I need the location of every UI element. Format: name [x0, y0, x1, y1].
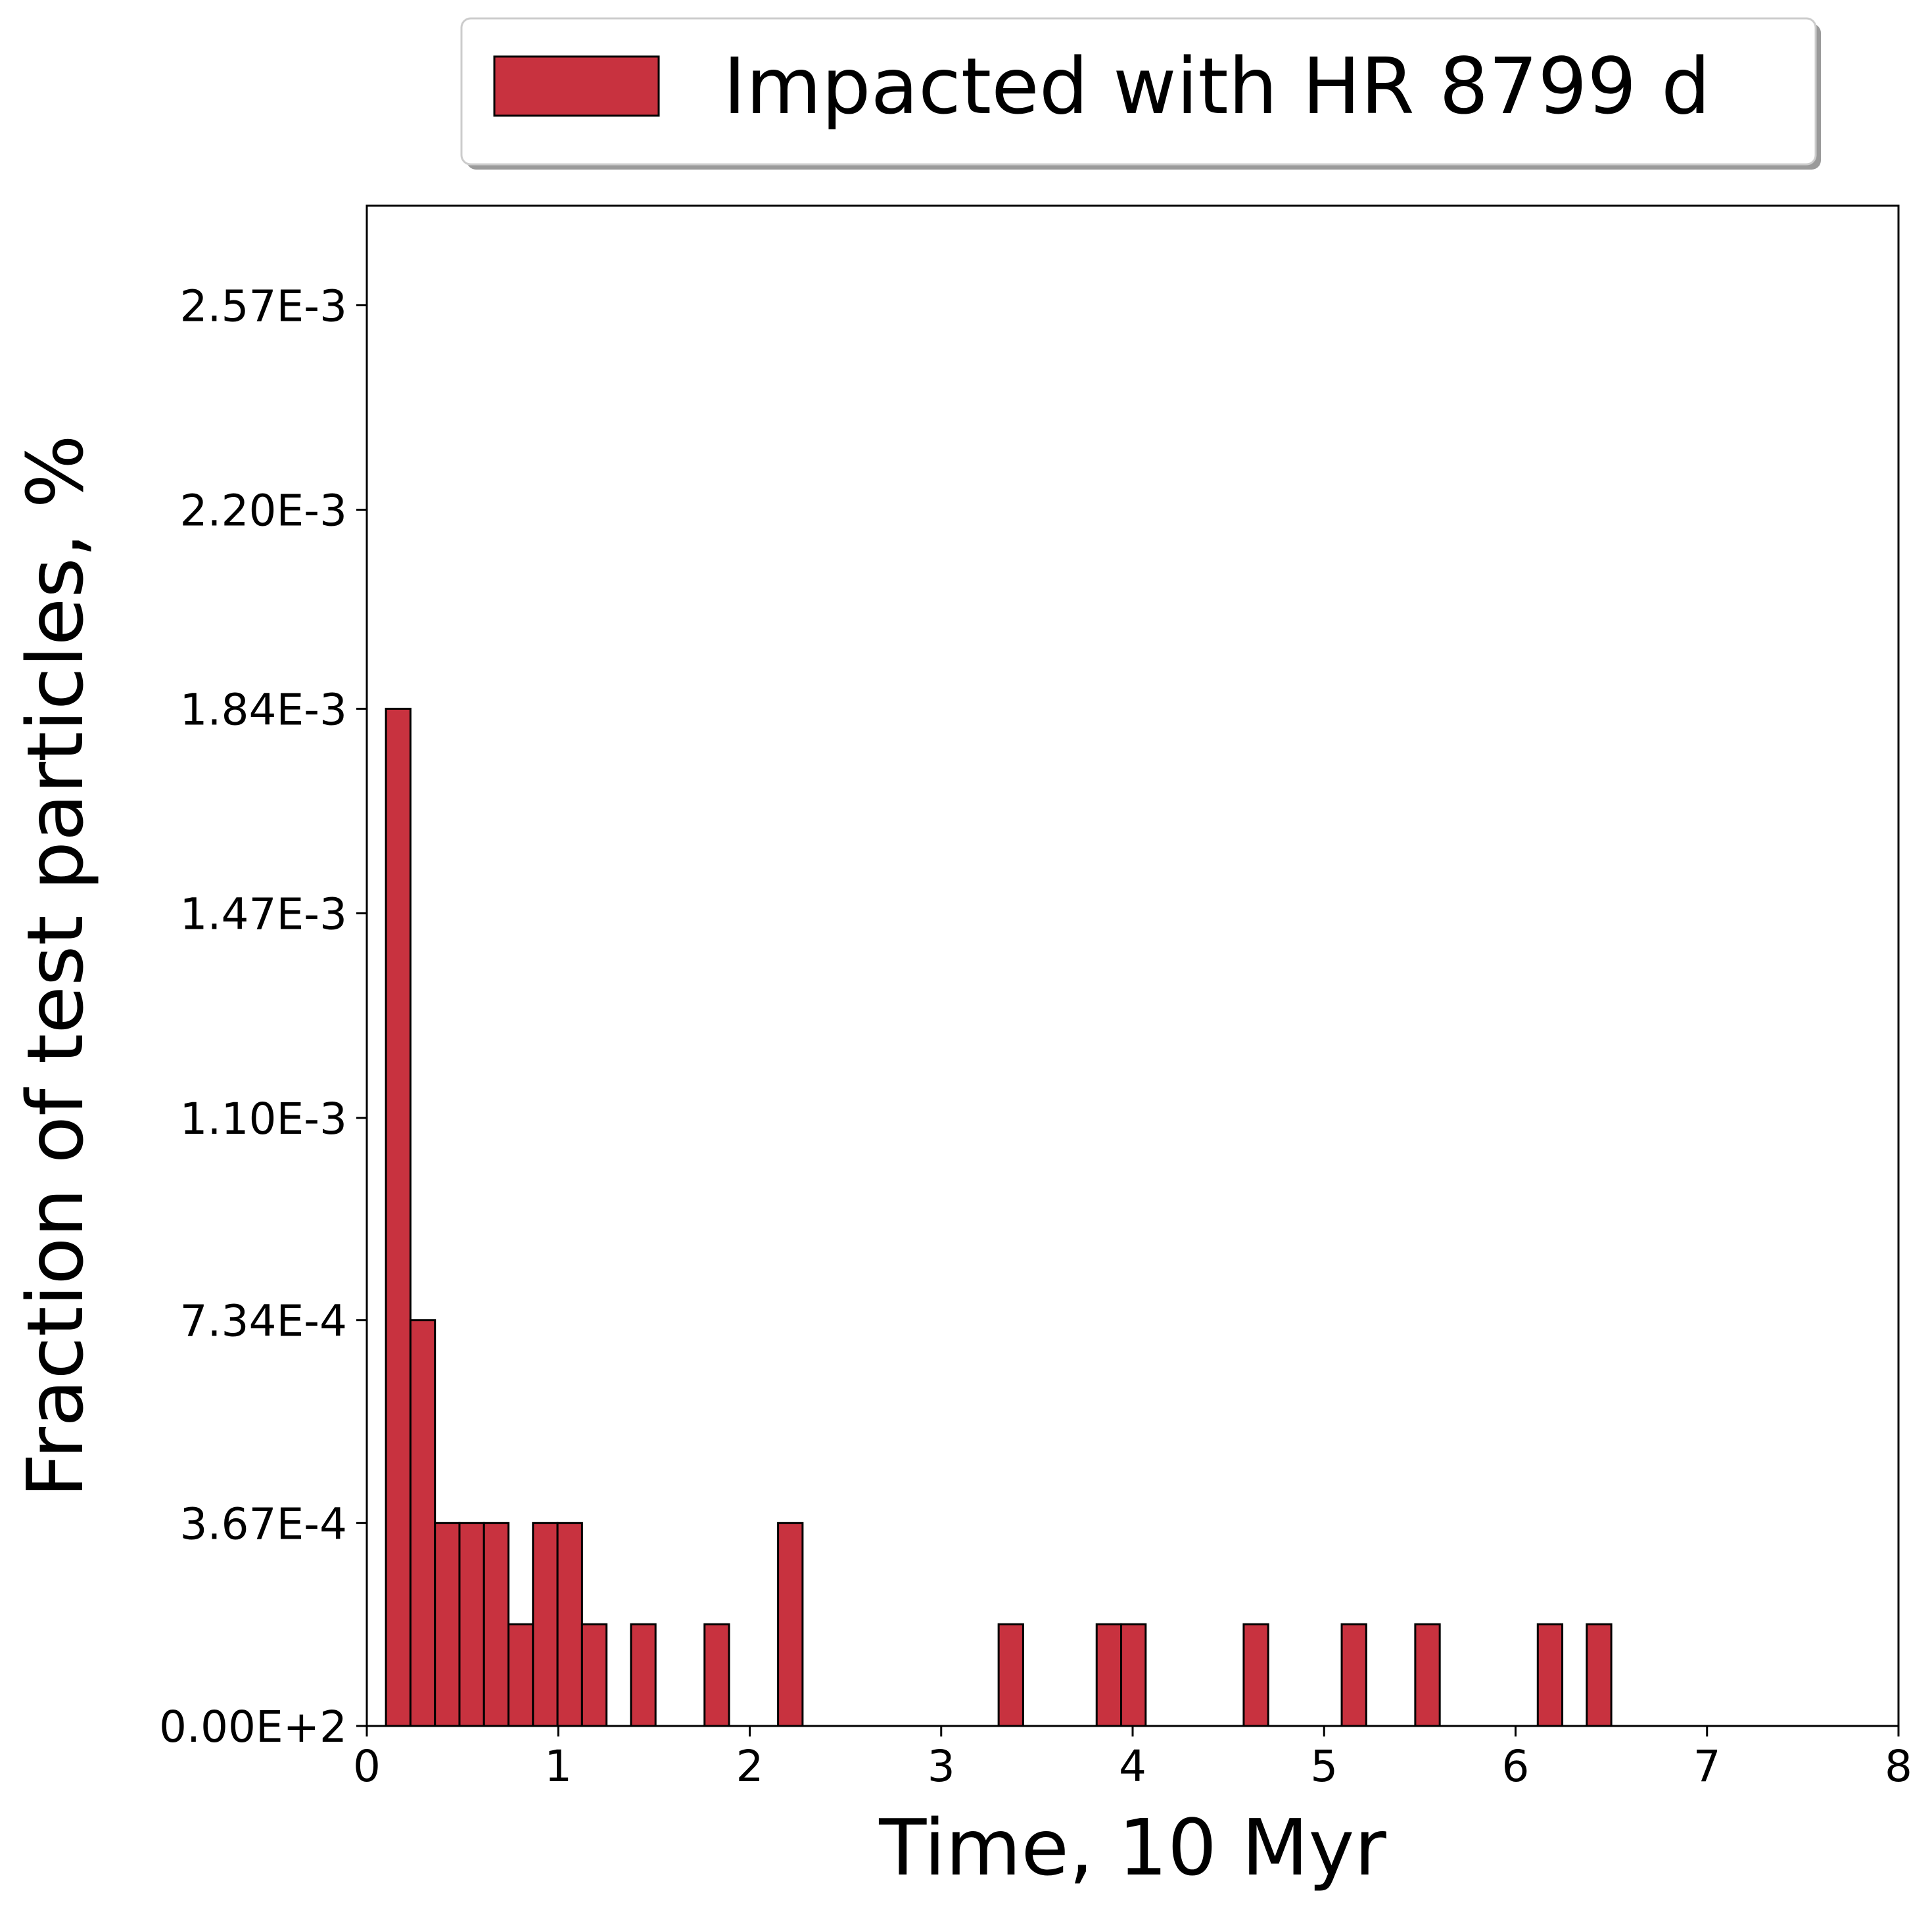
y-tick-label: 1.47E-3	[180, 889, 347, 940]
y-tick-label: 1.84E-3	[180, 684, 347, 735]
x-tick-label: 2	[736, 1741, 764, 1792]
y-tick-label: 2.20E-3	[180, 486, 347, 536]
y-axis-title: Fraction of test particles, %	[10, 434, 101, 1498]
histogram-bar	[1095, 1623, 1123, 1727]
x-tick-label: 5	[1310, 1741, 1338, 1792]
histogram-bar	[777, 1522, 804, 1727]
histogram-bar	[458, 1522, 485, 1727]
y-tick-label: 3.67E-4	[180, 1499, 347, 1549]
histogram-bar	[630, 1623, 657, 1727]
histogram-bar	[556, 1522, 583, 1727]
histogram-bar	[1536, 1623, 1564, 1727]
x-axis: 0 1 2 3 4 5 6 7 8	[353, 1726, 1912, 1792]
y-tick-label: 7.34E-4	[180, 1296, 347, 1347]
x-tick-label: 8	[1885, 1741, 1912, 1792]
legend-swatch	[493, 55, 660, 117]
histogram-bar	[385, 707, 412, 1727]
y-tick-label: 1.10E-3	[180, 1094, 347, 1144]
histogram-bar	[703, 1623, 730, 1727]
histogram-bar	[1242, 1623, 1269, 1727]
histogram-bar	[1586, 1623, 1613, 1727]
histogram-bar	[1340, 1623, 1367, 1727]
histogram-bar	[409, 1319, 436, 1727]
x-tick-label: 4	[1119, 1741, 1146, 1792]
y-axis: 0.00E+2 3.67E-4 7.34E-4 1.10E-3 1.47E-3 1.84E…	[159, 281, 367, 1752]
x-axis-title: Time, 10 Myr	[878, 1802, 1386, 1893]
legend: Impacted with HR 8799 d	[460, 17, 1821, 170]
x-tick-label: 6	[1502, 1741, 1530, 1792]
y-tick-label: 2.57E-3	[180, 281, 347, 331]
x-tick-label: 0	[353, 1741, 381, 1792]
histogram-bar	[434, 1522, 461, 1727]
x-tick-label: 3	[928, 1741, 955, 1792]
histogram-bar	[1414, 1623, 1441, 1727]
histogram-bar	[483, 1522, 510, 1727]
histogram-bar	[580, 1623, 608, 1727]
y-tick-label: 0.00E+2	[159, 1702, 347, 1752]
legend-box	[460, 17, 1817, 166]
histogram-bar	[997, 1623, 1024, 1727]
bars	[385, 707, 1613, 1727]
legend-label: Impacted with HR 8799 d	[723, 41, 1710, 131]
histogram-bar	[1120, 1623, 1147, 1727]
x-tick-label: 1	[544, 1741, 572, 1792]
histogram-bar	[532, 1522, 559, 1727]
x-tick-label: 7	[1693, 1741, 1721, 1792]
histogram-bar	[507, 1623, 534, 1727]
